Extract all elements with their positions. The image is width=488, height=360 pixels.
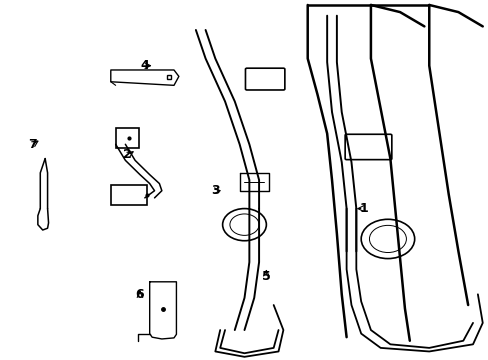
Bar xyxy=(111,185,147,205)
Bar xyxy=(116,128,139,148)
Text: 7: 7 xyxy=(29,138,37,151)
Text: 6: 6 xyxy=(135,288,144,301)
Text: 3: 3 xyxy=(211,184,219,197)
Text: 1: 1 xyxy=(359,202,367,215)
Text: 4: 4 xyxy=(140,59,149,72)
Text: 2: 2 xyxy=(123,148,132,162)
Text: 5: 5 xyxy=(262,270,270,283)
